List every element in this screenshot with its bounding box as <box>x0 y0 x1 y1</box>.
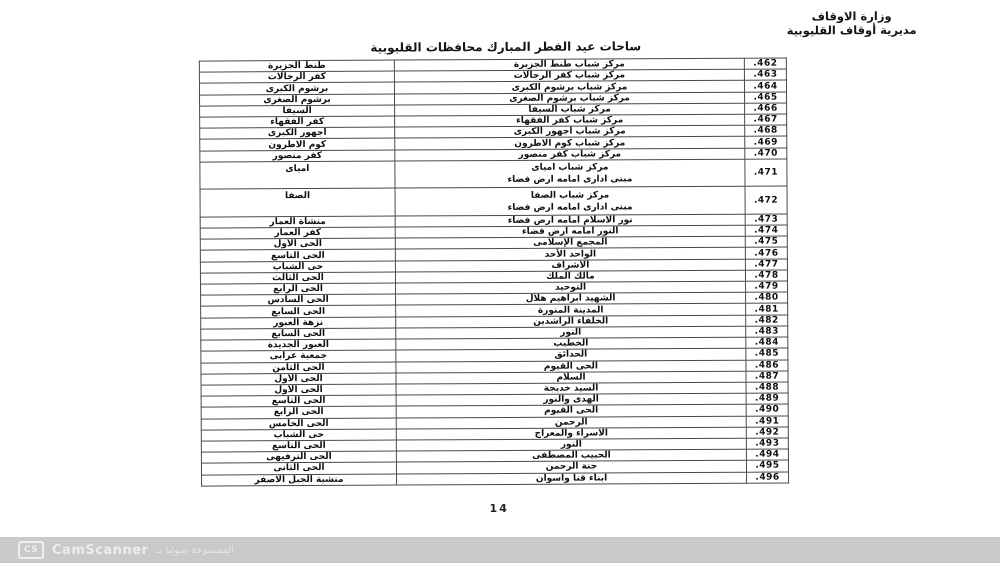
table-row: .471 مركز شباب امياى مبنى ادارى امامه ارض … <box>199 158 788 190</box>
row-number-cell: .495 <box>746 460 789 472</box>
row-number-cell: .472 <box>745 186 788 215</box>
row-number-cell: .493 <box>746 437 789 450</box>
header-directorate: مديرية أوقاف القليوبية <box>786 22 917 38</box>
row-number-cell: .479 <box>745 281 788 293</box>
row-number-cell: .475 <box>745 236 788 248</box>
location-cell: امياى <box>199 160 396 190</box>
header-ministry: وزارة الاوقاف <box>811 8 892 24</box>
row-number-cell: .467 <box>744 114 787 126</box>
row-number-cell: .471 <box>744 158 788 187</box>
location-cell: الصفا <box>200 188 396 217</box>
location-cell: منشية الجبل الاصفر <box>201 473 397 487</box>
row-number-cell: .470 <box>744 147 787 160</box>
square-name-line2: مبنى ادارى امامه ارض فضاء <box>507 201 633 213</box>
scanned-with-label: الممسوحة ضوئيا بـ <box>156 544 235 556</box>
row-number-cell: .466 <box>744 102 787 115</box>
row-number-cell: .489 <box>746 393 789 405</box>
document-header: وزارة الاوقاف مديرية أوقاف القليوبية <box>777 9 927 38</box>
row-number-cell: .482 <box>745 314 788 327</box>
camscanner-bar: CS CamScanner الممسوحة ضوئيا بـ <box>0 537 1000 563</box>
row-number-cell: .463 <box>744 69 787 81</box>
row-number-cell: .477 <box>745 258 788 271</box>
row-number-cell: .464 <box>744 80 787 92</box>
square-name-cell: مركز شباب الصفا مبنى ادارى امامه ارض فضاء <box>395 186 746 216</box>
eid-table-body: .462 مركز شباب طنط الجزيرة طنط الجزيرة .463… <box>199 57 789 487</box>
header-title: ساحات عيد الفطر المبارك محافظات القليوبي… <box>370 39 642 55</box>
row-number-cell: .488 <box>746 381 789 394</box>
row-number-cell: .490 <box>746 404 789 416</box>
page-number: 14 <box>489 501 509 516</box>
row-number-cell: .468 <box>744 125 787 137</box>
row-number-cell: .484 <box>745 337 788 349</box>
row-number-cell: .469 <box>744 136 787 148</box>
row-number-cell: .476 <box>745 247 788 259</box>
camscanner-brand: CamScanner <box>52 542 149 558</box>
row-number-cell: .491 <box>746 415 789 427</box>
eid-squares-table: .462 مركز شباب طنط الجزيرة طنط الجزيرة .463… <box>198 57 790 487</box>
row-number-cell: .473 <box>745 213 788 226</box>
square-name-line2: مبنى ادارى امامه ارض فضاء <box>507 174 633 186</box>
row-number-cell: .494 <box>746 449 789 461</box>
row-number-cell: .492 <box>746 426 789 439</box>
square-name-cell: مركز شباب امياى مبنى ادارى امامه ارض فضاء <box>394 159 746 189</box>
row-number-cell: .481 <box>745 303 788 315</box>
camscanner-logo-icon: CS <box>18 541 44 559</box>
table-row: .472 مركز شباب الصفا مبنى ادارى امامه ارض … <box>200 186 788 217</box>
row-number-cell: .478 <box>745 269 788 282</box>
row-number-cell: .486 <box>745 359 788 371</box>
square-name-cell: ابناء قنا واسوان <box>396 471 747 486</box>
row-number-cell: .485 <box>745 348 788 360</box>
table-row: .496 ابناء قنا واسوان منشية الجبل الاصفر <box>201 471 789 487</box>
row-number-cell: .465 <box>744 91 787 104</box>
row-number-cell: .474 <box>745 225 788 237</box>
row-number-cell: .480 <box>745 292 788 304</box>
row-number-cell: .462 <box>744 57 787 70</box>
row-number-cell: .487 <box>745 370 789 383</box>
row-number-cell: .483 <box>745 325 788 338</box>
row-number-cell: .496 <box>746 471 789 484</box>
